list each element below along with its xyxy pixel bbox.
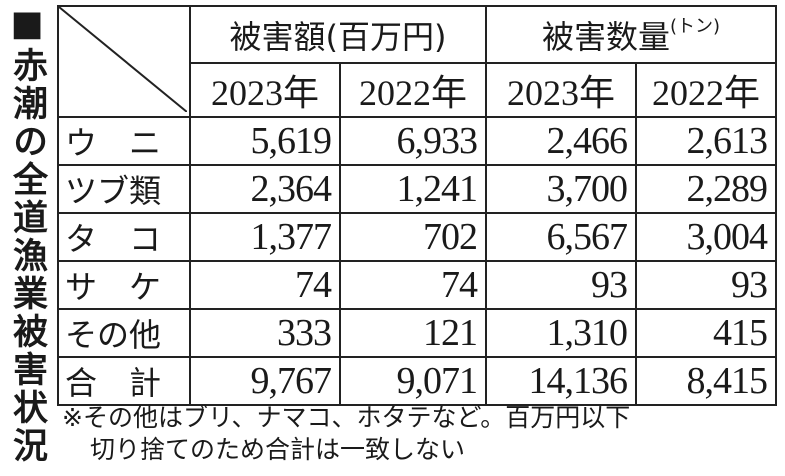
table-row: 合 計 9,767 9,071 14,136 8,415 xyxy=(57,356,777,406)
value-cell: 333 xyxy=(189,308,341,358)
row-label: タ コ xyxy=(57,212,191,262)
table-row: その他 333 121 1,310 415 xyxy=(57,308,777,358)
value-cell: 93 xyxy=(485,260,637,310)
value-cell: 2,364 xyxy=(189,164,341,214)
value-cell: 1,241 xyxy=(339,164,487,214)
value-cell: 3,004 xyxy=(635,212,777,262)
table-row: タ コ 1,377 702 6,567 3,004 xyxy=(57,212,777,262)
corner-cell xyxy=(57,5,191,118)
value-cell: 3,700 xyxy=(485,164,637,214)
footnote-line: 切り捨てのため合計は一致しない xyxy=(90,435,466,464)
damage-amount-header: 被害額(百万円) xyxy=(189,5,487,64)
value-cell: 74 xyxy=(339,260,487,310)
table-row: サ ケ 74 74 93 93 xyxy=(57,260,777,310)
damage-quantity-header: 被害数量(トン) xyxy=(485,5,777,64)
quantity-label: 被害数量 xyxy=(541,17,670,56)
value-cell: 9,071 xyxy=(339,356,487,406)
diagonal-line xyxy=(59,7,187,112)
footnote: ※その他はブリ、ナマコ、ホタテなど。百万円以下 切り捨てのため合計は一致しない xyxy=(62,402,630,466)
row-label: サ ケ xyxy=(57,260,191,310)
value-cell: 1,310 xyxy=(485,308,637,358)
year-header: 2023年 xyxy=(485,62,637,118)
value-cell: 121 xyxy=(339,308,487,358)
value-cell: 5,619 xyxy=(189,116,341,166)
value-cell: 2,613 xyxy=(635,116,777,166)
value-cell: 6,567 xyxy=(485,212,637,262)
value-cell: 8,415 xyxy=(635,356,777,406)
table-row: ウ ニ 5,619 6,933 2,466 2,613 xyxy=(57,116,777,166)
value-cell: 2,289 xyxy=(635,164,777,214)
value-cell: 415 xyxy=(635,308,777,358)
value-cell: 702 xyxy=(339,212,487,262)
row-label: 合 計 xyxy=(57,356,191,406)
value-cell: 9,767 xyxy=(189,356,341,406)
unit-label: (トン) xyxy=(669,15,721,37)
row-label: その他 xyxy=(57,308,191,358)
row-label: ツブ類 xyxy=(57,164,191,214)
year-row: 2023年 2022年 2023年 2022年 xyxy=(58,62,777,118)
vertical-title: ■赤潮の全道漁業被害状況 xyxy=(7,4,47,465)
year-header: 2023年 xyxy=(189,62,341,118)
value-cell: 93 xyxy=(635,260,777,310)
value-cell: 14,136 xyxy=(485,356,637,406)
value-cell: 74 xyxy=(189,260,341,310)
year-header: 2022年 xyxy=(339,62,487,118)
footnote-line: ※その他はブリ、ナマコ、ホタテなど。百万円以下 xyxy=(62,403,631,432)
value-cell: 2,466 xyxy=(485,116,637,166)
row-label: ウ ニ xyxy=(57,116,191,166)
header-row: 被害額(百万円) 被害数量(トン) xyxy=(57,5,777,118)
damage-table: 被害額(百万円) 被害数量(トン) 2023年 2022年 2023年 2022… xyxy=(57,5,777,406)
year-header: 2022年 xyxy=(635,62,777,118)
table-row: ツブ類 2,364 1,241 3,700 2,289 xyxy=(57,164,777,214)
value-cell: 6,933 xyxy=(339,116,487,166)
value-cell: 1,377 xyxy=(189,212,341,262)
